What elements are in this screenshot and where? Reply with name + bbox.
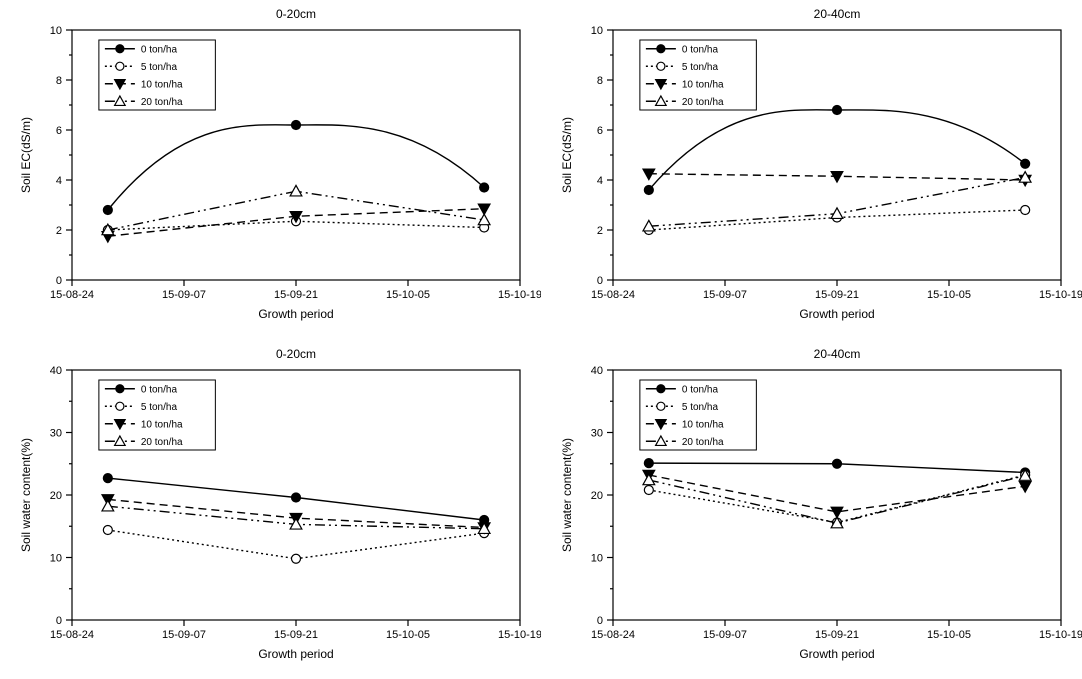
y-tick-label: 2 bbox=[56, 225, 62, 237]
y-tick-label: 30 bbox=[591, 427, 603, 439]
legend-label: 10 ton/ha bbox=[682, 79, 724, 90]
x-tick-label: 15-09-21 bbox=[815, 289, 859, 301]
series-marker bbox=[833, 459, 842, 468]
series-marker bbox=[833, 106, 842, 115]
legend-label: 5 ton/ha bbox=[141, 62, 178, 73]
plot-title: 0-20cm bbox=[276, 347, 316, 361]
panel-svg-3: 20-40cm 0 10 20 30 40 15-08-24 15-09-07 15-09-21… bbox=[541, 340, 1082, 679]
x-tick-label: 15-10-19 bbox=[498, 289, 541, 301]
plot-frame bbox=[613, 30, 1061, 280]
y-tick-label: 0 bbox=[56, 615, 62, 627]
panel-svg-1: 20-40cm 0 2 4 6 8 10 15-08-24 15-09-07 15-09-21 15… bbox=[541, 0, 1082, 339]
legend-label: 0 ton/ha bbox=[682, 44, 719, 55]
y-axis-label: Soil EC(dS/m) bbox=[560, 117, 574, 193]
x-tick-label: 15-09-21 bbox=[274, 629, 318, 641]
x-axis-label: Growth period bbox=[258, 647, 333, 661]
y-tick-label: 40 bbox=[591, 365, 603, 377]
y-tick-label: 0 bbox=[597, 615, 603, 627]
series-marker bbox=[644, 186, 653, 195]
y-tick-label: 10 bbox=[50, 25, 62, 37]
figure-grid: 0-20cm 0 2 4 6 8 10 15-08-24 15-09-07 15-09-21 15-… bbox=[0, 0, 1082, 679]
x-tick-label: 15-08-24 bbox=[591, 629, 635, 641]
legend-label: 5 ton/ha bbox=[682, 62, 719, 73]
plot-title: 0-20cm bbox=[276, 7, 316, 21]
x-tick-label: 15-10-19 bbox=[1039, 629, 1082, 641]
series-marker bbox=[1021, 206, 1030, 215]
panel-3: 20-40cm 0 10 20 30 40 15-08-24 15-09-07 15-09-21… bbox=[541, 340, 1082, 679]
series-marker bbox=[292, 121, 301, 130]
panel-0: 0-20cm 0 2 4 6 8 10 15-08-24 15-09-07 15-09-21 15-… bbox=[0, 0, 541, 340]
series-marker bbox=[644, 458, 653, 467]
x-axis-label: Growth period bbox=[799, 647, 874, 661]
x-tick-label: 15-08-24 bbox=[591, 289, 635, 301]
x-tick-label: 15-09-21 bbox=[274, 289, 318, 301]
series-marker bbox=[103, 525, 112, 534]
x-tick-label: 15-10-05 bbox=[927, 289, 971, 301]
series-marker bbox=[292, 493, 301, 502]
plot-frame bbox=[72, 30, 520, 280]
legend-label: 20 ton/ha bbox=[682, 436, 724, 447]
panel-1: 20-40cm 0 2 4 6 8 10 15-08-24 15-09-07 15-09-21 15… bbox=[541, 0, 1082, 340]
series-marker bbox=[290, 185, 302, 196]
y-tick-label: 10 bbox=[50, 552, 62, 564]
y-tick-label: 6 bbox=[56, 125, 62, 137]
series-marker bbox=[1021, 159, 1030, 168]
y-tick-label: 4 bbox=[597, 175, 603, 187]
x-tick-label: 15-10-05 bbox=[927, 629, 971, 641]
x-tick-label: 15-09-07 bbox=[162, 629, 206, 641]
y-axis-label: Soil water content(%) bbox=[560, 437, 574, 551]
y-tick-label: 4 bbox=[56, 175, 62, 187]
x-tick-label: 15-10-19 bbox=[498, 629, 541, 641]
plot-title: 20-40cm bbox=[814, 347, 861, 361]
series-marker bbox=[103, 206, 112, 215]
legend-label: 5 ton/ha bbox=[141, 401, 178, 412]
y-tick-label: 20 bbox=[50, 490, 62, 502]
x-axis-label: Growth period bbox=[258, 307, 333, 321]
y-tick-label: 40 bbox=[50, 365, 62, 377]
legend-label: 0 ton/ha bbox=[141, 384, 178, 395]
legend-label: 20 ton/ha bbox=[682, 97, 724, 108]
series-marker bbox=[480, 183, 489, 192]
series-marker bbox=[103, 473, 112, 482]
x-tick-label: 15-08-24 bbox=[50, 629, 94, 641]
x-tick-label: 15-09-07 bbox=[162, 289, 206, 301]
y-tick-label: 8 bbox=[56, 75, 62, 87]
x-tick-label: 15-08-24 bbox=[50, 289, 94, 301]
legend-label: 0 ton/ha bbox=[141, 44, 178, 55]
legend-label: 10 ton/ha bbox=[682, 419, 724, 430]
x-tick-label: 15-10-05 bbox=[386, 289, 430, 301]
series-marker bbox=[831, 208, 843, 219]
panel-2: 0-20cm 0 10 20 30 40 15-08-24 15-09-07 15-09-21 1… bbox=[0, 340, 541, 679]
legend-label: 20 ton/ha bbox=[141, 97, 183, 108]
series-marker bbox=[644, 485, 653, 494]
x-tick-label: 15-09-21 bbox=[815, 629, 859, 641]
y-tick-label: 0 bbox=[56, 275, 62, 287]
panel-svg-2: 0-20cm 0 10 20 30 40 15-08-24 15-09-07 15-09-21 1… bbox=[0, 340, 541, 679]
series-marker bbox=[292, 554, 301, 563]
y-tick-label: 10 bbox=[591, 552, 603, 564]
series-marker bbox=[102, 500, 114, 511]
legend-label: 10 ton/ha bbox=[141, 419, 183, 430]
y-tick-label: 30 bbox=[50, 427, 62, 439]
y-tick-label: 0 bbox=[597, 275, 603, 287]
series-line bbox=[108, 125, 484, 210]
y-axis-label: Soil EC(dS/m) bbox=[19, 117, 33, 193]
panel-svg-0: 0-20cm 0 2 4 6 8 10 15-08-24 15-09-07 15-09-21 15-… bbox=[0, 0, 541, 339]
plot-title: 20-40cm bbox=[814, 7, 861, 21]
legend-label: 5 ton/ha bbox=[682, 401, 719, 412]
y-tick-label: 8 bbox=[597, 75, 603, 87]
y-tick-label: 6 bbox=[597, 125, 603, 137]
y-tick-label: 20 bbox=[591, 490, 603, 502]
y-axis-label: Soil water content(%) bbox=[19, 437, 33, 551]
y-tick-label: 2 bbox=[597, 225, 603, 237]
legend-label: 10 ton/ha bbox=[141, 79, 183, 90]
legend-label: 20 ton/ha bbox=[141, 436, 183, 447]
x-tick-label: 15-09-07 bbox=[703, 289, 747, 301]
y-tick-label: 10 bbox=[591, 25, 603, 37]
x-axis-label: Growth period bbox=[799, 307, 874, 321]
x-tick-label: 15-09-07 bbox=[703, 629, 747, 641]
legend-label: 0 ton/ha bbox=[682, 384, 719, 395]
x-tick-label: 15-10-05 bbox=[386, 629, 430, 641]
x-tick-label: 15-10-19 bbox=[1039, 289, 1082, 301]
